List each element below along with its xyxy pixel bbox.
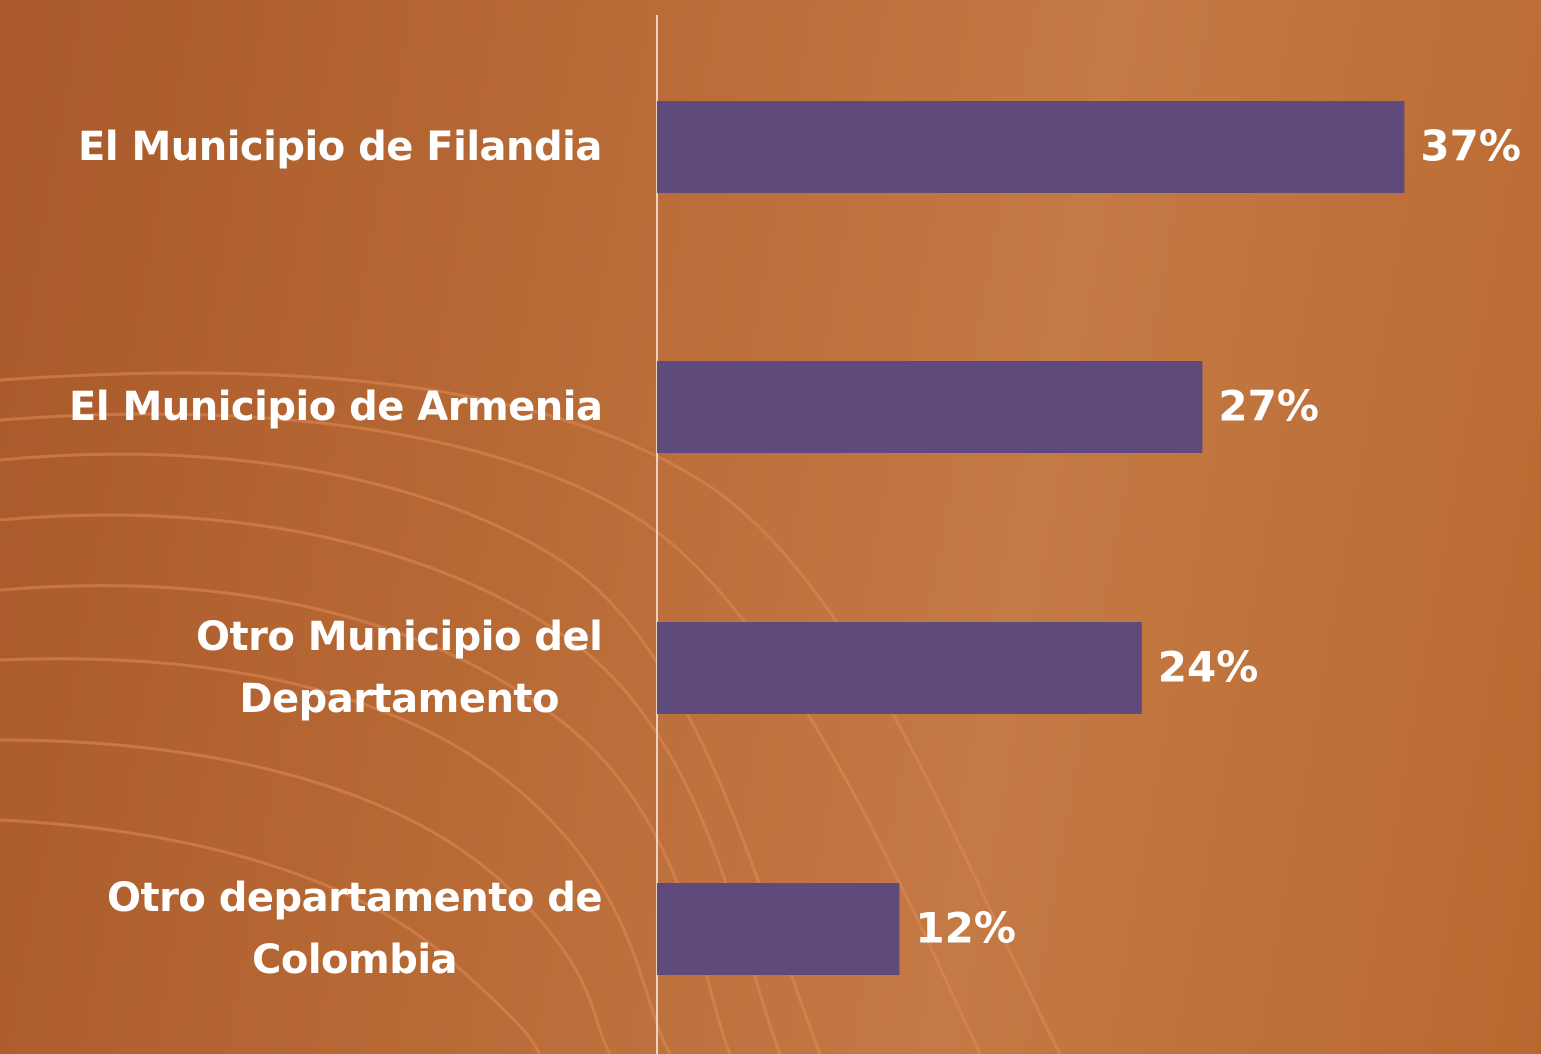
bar xyxy=(657,101,1405,193)
value-label: 37% xyxy=(1420,122,1521,171)
bar xyxy=(657,622,1142,714)
bar xyxy=(657,883,900,975)
category-label: El Municipio de Filandia xyxy=(78,124,602,170)
value-label: 24% xyxy=(1158,643,1259,692)
category-label: Otro Municipio del Departamento xyxy=(196,614,603,722)
value-label: 27% xyxy=(1218,382,1319,431)
bar xyxy=(657,361,1203,453)
category-label: El Municipio de Armenia xyxy=(69,384,603,430)
category-label: Otro departamento de Colombia xyxy=(107,875,603,983)
value-label: 12% xyxy=(915,904,1016,953)
